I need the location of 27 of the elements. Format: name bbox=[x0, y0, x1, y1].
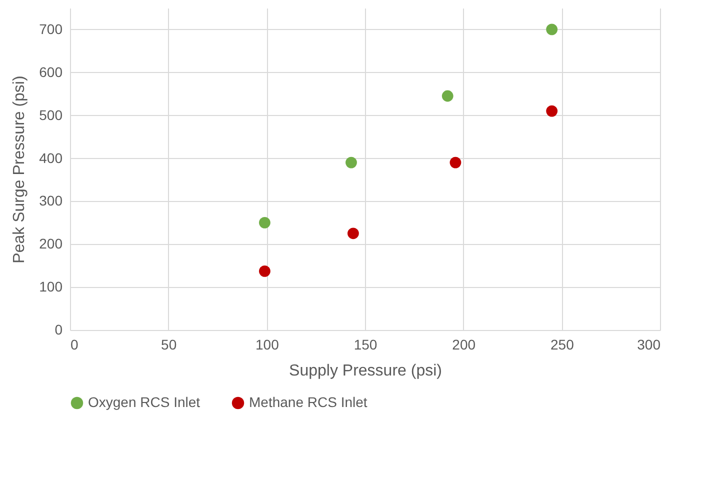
y-tick-label: 700 bbox=[39, 20, 63, 37]
legend-label: Methane RCS Inlet bbox=[249, 394, 368, 410]
y-tick-label: 100 bbox=[39, 278, 63, 295]
x-tick-label: 100 bbox=[255, 336, 280, 352]
x-tick-label: 200 bbox=[452, 336, 476, 352]
y-tick-label: 500 bbox=[39, 106, 63, 123]
y-tick-label: 600 bbox=[39, 64, 63, 80]
x-tick-label: 50 bbox=[161, 336, 177, 352]
point bbox=[346, 156, 357, 168]
point bbox=[546, 24, 558, 36]
point bbox=[348, 228, 359, 240]
legend-label: Oxygen RCS Inlet bbox=[88, 394, 200, 410]
y-tick-label: 0 bbox=[54, 322, 63, 338]
point bbox=[259, 265, 270, 277]
y-tick-label: 300 bbox=[39, 192, 63, 209]
x-axis-title: Supply Pressure (psi) bbox=[289, 362, 442, 380]
point bbox=[259, 216, 270, 228]
point bbox=[546, 105, 558, 117]
y-tick-label: 400 bbox=[39, 150, 63, 166]
point bbox=[450, 156, 462, 168]
x-tick-label: 150 bbox=[354, 336, 378, 352]
x-tick-label: 0 bbox=[70, 336, 78, 352]
point bbox=[442, 90, 454, 102]
y-axis-title: Peak Surge Pressure (psi) bbox=[11, 76, 28, 264]
y-tick-label: 200 bbox=[39, 236, 63, 252]
x-tick-label: 300 bbox=[637, 336, 661, 352]
x-tick-label: 250 bbox=[550, 336, 574, 352]
